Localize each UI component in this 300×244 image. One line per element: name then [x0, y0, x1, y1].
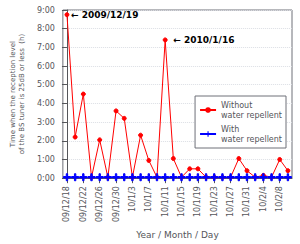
- svg-text:10/1/27: 10/1/27: [226, 186, 235, 217]
- svg-text:6:00: 6:00: [37, 62, 55, 71]
- svg-text:10/1/7: 10/1/7: [144, 186, 153, 212]
- svg-text:5:00: 5:00: [37, 80, 55, 89]
- svg-text:3:00: 3:00: [37, 118, 55, 127]
- svg-text:09/12/18: 09/12/18: [62, 186, 71, 222]
- svg-text:09/12/26: 09/12/26: [95, 186, 104, 222]
- svg-text:10/2/8: 10/2/8: [275, 186, 284, 212]
- svg-text:09/12/22: 09/12/22: [79, 186, 88, 222]
- svg-text:10/1/19: 10/1/19: [193, 186, 202, 217]
- svg-text:9:00: 9:00: [37, 6, 55, 15]
- svg-text:10/1/31: 10/1/31: [242, 186, 251, 217]
- svg-text:Time when the reception level: Time when the reception level: [9, 41, 17, 148]
- svg-text:water repellent: water repellent: [221, 111, 282, 120]
- svg-text:water repellent: water repellent: [221, 135, 282, 144]
- svg-text:1:00: 1:00: [37, 155, 55, 164]
- svg-text:7:00: 7:00: [37, 43, 55, 52]
- svg-text:8:00: 8:00: [37, 24, 55, 33]
- svg-text:10/1/3: 10/1/3: [128, 186, 137, 212]
- svg-text:4:00: 4:00: [37, 99, 55, 108]
- svg-text:10/1/23: 10/1/23: [210, 186, 219, 217]
- svg-text:09/12/30: 09/12/30: [112, 186, 121, 222]
- svg-text:← 2009/12/19: ← 2009/12/19: [71, 10, 138, 20]
- svg-text:of the BS tuner is 25dB or les: of the BS tuner is 25dB or less (h): [18, 34, 26, 155]
- svg-text:Year / Month / Day: Year / Month / Day: [135, 230, 219, 240]
- svg-text:10/2/4: 10/2/4: [259, 186, 268, 212]
- svg-text:With: With: [221, 125, 239, 134]
- svg-text:0:00: 0:00: [37, 174, 55, 183]
- svg-text:10/1/11: 10/1/11: [161, 186, 170, 217]
- svg-text:Without: Without: [221, 101, 252, 110]
- svg-text:2:00: 2:00: [37, 136, 55, 145]
- svg-text:10/1/15: 10/1/15: [177, 186, 186, 217]
- svg-text:← 2010/1/16: ← 2010/1/16: [173, 35, 234, 45]
